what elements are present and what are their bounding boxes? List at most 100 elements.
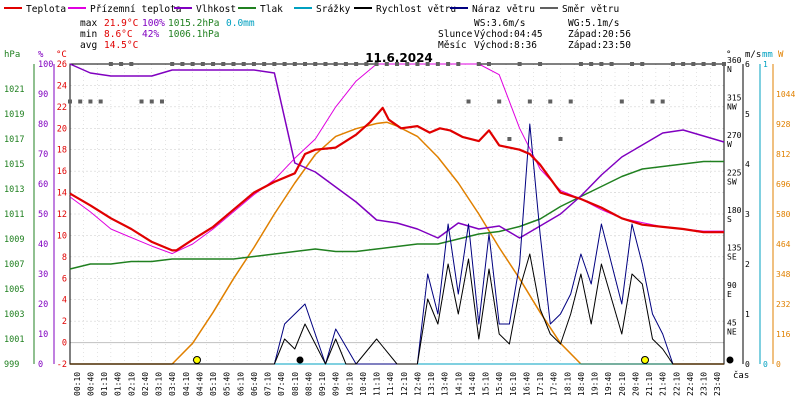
- pressure-tick-label: 1019: [4, 110, 24, 120]
- wind-direction-point: [272, 62, 277, 66]
- humidity-tick-label: 10: [38, 330, 48, 340]
- temperature-tick-label: 22: [57, 103, 67, 113]
- series-tlak: [69, 160, 724, 270]
- solar-tick-label: 696: [776, 180, 791, 189]
- solar-tick-label: 1044: [776, 90, 795, 99]
- x-tick-label: 22:40: [686, 372, 695, 396]
- markers: [193, 356, 734, 364]
- pressure-tick-label: 1013: [4, 185, 24, 195]
- wind-direction-point: [670, 62, 675, 66]
- legend-gust-label: Náraz větru: [472, 4, 535, 15]
- wind-direction-point: [108, 62, 113, 66]
- wind-direction-point: [660, 99, 665, 104]
- wind-direction-point: [78, 99, 83, 104]
- pressure-tick-label: 1007: [4, 260, 24, 270]
- stats-min-hum: 42%: [142, 29, 159, 40]
- x-tick-label: 07:10: [264, 372, 273, 396]
- direction-tick-label: SW: [727, 178, 737, 187]
- stats-max-press: 1015.2hPa: [168, 18, 219, 29]
- rain-axis-unit: mm: [762, 50, 773, 60]
- sunrise-marker: [193, 356, 201, 364]
- wind-direction-point: [119, 62, 124, 66]
- x-tick-label: 19:40: [604, 372, 613, 396]
- legend-ground-label: Přízemní teplota: [90, 4, 182, 15]
- stats-moon-label: Měsíc: [438, 40, 467, 51]
- wind-tick-label: 2: [745, 260, 750, 269]
- direction-tick-label: NW: [727, 103, 737, 112]
- wind-direction-point: [139, 99, 144, 104]
- series-teplota: [69, 106, 724, 252]
- solar-tick-label: 928: [776, 120, 791, 129]
- x-tick-label: 12:40: [413, 372, 422, 396]
- wind-direction-point: [231, 62, 236, 66]
- wind-direction-point: [149, 99, 154, 104]
- direction-tick-label: 315: [727, 94, 742, 103]
- solar-axis-unit: W: [778, 50, 784, 60]
- stats-max-label: max: [80, 18, 97, 29]
- direction-tick-label: S: [727, 215, 732, 224]
- stats-min-temp: 8.6°C: [104, 29, 133, 40]
- x-tick-label: 18:40: [577, 372, 586, 396]
- temperature-axis-unit: °C: [56, 50, 67, 60]
- wind-direction-point: [466, 99, 471, 104]
- wind-direction-point: [221, 62, 226, 66]
- humidity-tick-label: 30: [38, 270, 48, 280]
- wind-direction-point: [691, 62, 696, 66]
- wind-axis-unit: m/s: [745, 50, 761, 60]
- stats: max 21.9°C 100% 1015.2hPa 0.0mm min 8.6°…: [80, 18, 631, 51]
- x-tick-label: 14:40: [468, 372, 477, 396]
- wind-direction-point: [599, 62, 604, 66]
- pressure-tick-label: 1011: [4, 210, 24, 220]
- temperature-tick-label: 18: [57, 146, 67, 156]
- x-axis: 00:10 00:40 01:10 01:40 02:10 02:40 03:10 03:40…: [73, 372, 722, 396]
- humidity-tick-label: 70: [38, 150, 48, 160]
- temperature-tick-label: 8: [62, 253, 67, 263]
- humidity-tick-label: 100: [38, 60, 53, 70]
- humidity-tick-label: 80: [38, 120, 48, 130]
- chart-title: 11.6.2024: [365, 51, 433, 65]
- stats-max-rain: 0.0mm: [226, 18, 255, 29]
- wind-direction-point: [538, 62, 543, 66]
- solar-tick-label: 0: [776, 360, 781, 369]
- wind-tick-label: 1: [745, 310, 750, 319]
- direction-tick-label: 180: [727, 206, 742, 215]
- wind-direction-point: [88, 99, 93, 104]
- x-tick-label: 15:40: [495, 372, 504, 396]
- x-tick-label: 00:10: [73, 372, 82, 396]
- legend: Teplota Přízemní teplota Vlhkost Tlak Sr…: [4, 4, 619, 15]
- x-tick-label: 14:10: [454, 372, 463, 396]
- legend-temp-label: Teplota: [26, 4, 66, 15]
- series-n-raz-v-tru: [70, 123, 724, 365]
- solar-tick-label: 348: [776, 270, 791, 279]
- wind-direction-point: [507, 137, 512, 141]
- x-tick-label: 16:10: [509, 372, 518, 396]
- wind-direction-point: [343, 62, 348, 66]
- x-tick-label: 01:10: [100, 372, 109, 396]
- moonrise-marker: [296, 356, 304, 364]
- legend-wind-label: Rychlost větru: [376, 4, 456, 15]
- wind-direction-point: [446, 62, 451, 66]
- wind-direction-point: [282, 62, 287, 66]
- direction-tick-label: 225: [727, 169, 742, 178]
- x-tick-label: 08:40: [304, 372, 313, 396]
- wind-direction-point: [384, 62, 389, 66]
- pressure-tick-label: 1015: [4, 160, 24, 170]
- wind-direction-point: [190, 62, 195, 66]
- stats-ws: WS:3.6m/s: [474, 18, 525, 29]
- legend-hum-label: Vlhkost: [196, 4, 236, 15]
- temperature-tick-label: 20: [57, 124, 67, 134]
- x-tick-label: 12:10: [400, 372, 409, 396]
- x-tick-label: 11:10: [373, 372, 382, 396]
- wind-direction-point: [568, 99, 573, 104]
- humidity-tick-label: 50: [38, 210, 48, 220]
- wind-direction-point: [630, 62, 635, 66]
- x-tick-label: 15:10: [482, 372, 491, 396]
- x-tick-label: 20:40: [631, 372, 640, 396]
- x-tick-label: 22:10: [672, 372, 681, 396]
- wind-direction-point: [180, 62, 185, 66]
- wind-direction-point: [251, 62, 256, 66]
- wind-direction-point: [98, 99, 103, 104]
- legend-dir-label: Směr větru: [562, 4, 619, 15]
- pressure-tick-label: 1009: [4, 235, 24, 245]
